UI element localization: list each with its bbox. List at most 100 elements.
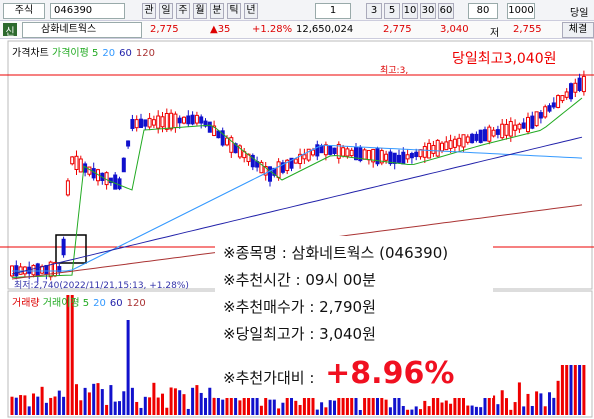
volume-bar	[298, 404, 302, 415]
trade-button[interactable]: 체결	[562, 22, 594, 38]
volume-bar	[285, 390, 289, 415]
volume-bar	[242, 388, 246, 415]
volume-bar	[492, 395, 496, 415]
candle-body	[237, 145, 242, 158]
volume-bar	[500, 390, 504, 415]
compare-value: +8.96%	[325, 356, 455, 391]
candle-body	[186, 115, 191, 125]
volume-bar	[333, 400, 336, 415]
button[interactable]: 주	[176, 3, 190, 19]
candle-body	[345, 148, 350, 157]
volume-bar	[178, 390, 182, 415]
button[interactable]: 30	[420, 3, 436, 19]
today-check[interactable]: 당일	[570, 8, 589, 19]
volume-bar	[474, 406, 478, 415]
candle-body	[534, 111, 539, 127]
candle-body	[220, 130, 225, 146]
volume-bar	[358, 409, 362, 415]
candle-body	[405, 154, 410, 160]
button[interactable]: 60	[438, 3, 454, 19]
candle-body	[74, 155, 79, 170]
candle-body	[491, 129, 496, 137]
volume-bar	[10, 396, 14, 415]
code-input[interactable]: 046390	[50, 3, 125, 19]
volume-bar	[569, 365, 573, 415]
candle-body	[543, 106, 548, 118]
button[interactable]: 10	[402, 3, 418, 19]
volume-bar	[388, 407, 392, 415]
volume-bar	[393, 391, 397, 415]
button[interactable]: 3	[366, 3, 382, 19]
volume-bar	[410, 409, 414, 415]
quote-bar	[0, 21, 594, 39]
volume-bar	[328, 400, 332, 415]
volume-bar	[113, 401, 117, 415]
candle-body	[276, 161, 281, 179]
market-select[interactable]: 주식	[3, 3, 45, 19]
volume-bar	[548, 392, 551, 415]
volume-bar	[87, 392, 91, 415]
price-ma: 가격이평	[52, 48, 89, 59]
moving-average	[12, 144, 583, 272]
ma-label: 20	[93, 298, 106, 309]
candle-body	[315, 144, 320, 157]
count-input[interactable]: 1000	[507, 3, 535, 19]
minute-buttons: 3 5 10 30 60	[366, 3, 456, 19]
candle-body	[521, 122, 526, 129]
volume-bar	[354, 396, 358, 415]
volume-bar	[513, 402, 517, 415]
volume-bar	[487, 391, 491, 415]
volume-bar	[582, 365, 586, 415]
volume-bar	[204, 397, 207, 415]
candle-body	[216, 130, 221, 139]
candle-body	[418, 149, 423, 158]
button[interactable]: 관	[142, 3, 156, 19]
volume-bar	[272, 399, 276, 415]
volume-bar	[539, 393, 543, 415]
candle-body	[431, 145, 436, 154]
volume-bar	[509, 409, 513, 415]
zoom-input[interactable]: 80	[468, 3, 498, 19]
volume-bar	[367, 397, 371, 415]
volume-bar	[457, 387, 461, 415]
candle-body	[448, 140, 453, 149]
period-input[interactable]: 1	[315, 3, 351, 19]
button[interactable]: 월	[193, 3, 207, 19]
candle-body	[401, 151, 406, 165]
volume-bar	[118, 401, 121, 415]
volume-title-text: 거래량	[12, 298, 40, 309]
candle-body	[48, 261, 53, 278]
volume-bar	[92, 383, 96, 415]
button[interactable]: 틱	[227, 3, 241, 19]
volume-bar	[247, 381, 250, 415]
info-line: ※당일최고가 : 3,040원	[223, 325, 376, 343]
rate: +1.28%	[252, 24, 293, 35]
candle-body	[349, 149, 354, 157]
volume-bar	[556, 380, 560, 415]
button[interactable]: 년	[244, 3, 258, 19]
candle-body	[474, 133, 479, 141]
volume-bar	[371, 386, 375, 415]
candle-body	[560, 95, 565, 102]
candle-body	[289, 157, 294, 169]
volume-title: 거래량 거래이평 5 20 60 120	[12, 294, 150, 309]
button[interactable]: 분	[210, 3, 224, 19]
volume-bar	[530, 405, 534, 415]
candle-body	[117, 178, 122, 190]
volume-bar	[341, 386, 345, 415]
candle-body	[285, 159, 290, 172]
volume-bar	[573, 365, 577, 415]
button[interactable]: 5	[384, 3, 400, 19]
candle-body	[495, 129, 500, 135]
volume-bar	[208, 387, 212, 415]
candle-body	[508, 121, 513, 137]
volume-bar	[229, 385, 233, 415]
candle-body	[487, 126, 492, 142]
button[interactable]: 일	[159, 3, 173, 19]
volume-bar	[19, 395, 23, 415]
volume-bar	[169, 387, 173, 415]
volume-bar	[363, 395, 367, 415]
candle-body	[366, 149, 371, 161]
volume-bar	[126, 320, 130, 415]
